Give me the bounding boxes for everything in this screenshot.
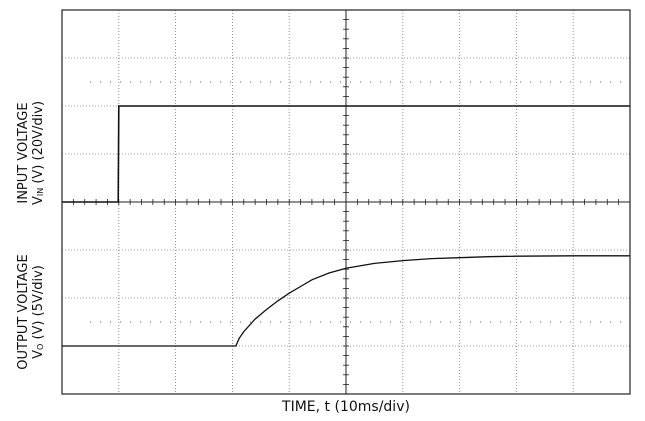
plot-frame <box>61 9 631 395</box>
output-axis-units: VO (V) (5V/div) <box>31 265 46 359</box>
output-axis-title: OUTPUT VOLTAGE <box>16 254 31 370</box>
input-voltage-trace <box>62 105 630 203</box>
output-axis-label: OUTPUT VOLTAGE VO (V) (5V/div) <box>16 217 48 407</box>
grid <box>62 10 630 394</box>
output-voltage-trace <box>62 255 630 347</box>
time-axis-label: TIME, t (10ms/div) <box>282 399 410 415</box>
